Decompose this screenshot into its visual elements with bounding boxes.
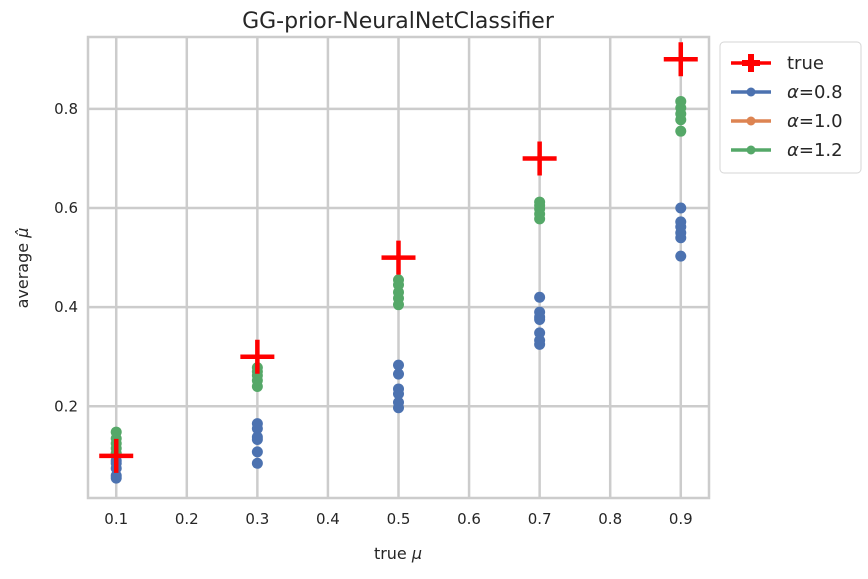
x-axis-label-symbol: μ	[411, 544, 422, 563]
x-axis-label-text: true	[374, 544, 407, 563]
y-axis-label: average μ̂	[13, 228, 32, 309]
legend-dot-marker	[746, 145, 756, 155]
data-point	[675, 250, 687, 262]
data-point	[675, 216, 687, 228]
plot-frame	[86, 35, 711, 500]
legend-label: α=1.0	[787, 111, 843, 132]
data-point	[534, 327, 546, 339]
series-0	[99, 42, 698, 473]
legend-box	[719, 41, 862, 174]
legend-item: α=1.2	[731, 140, 843, 161]
x-tick-label: 0.3	[245, 510, 269, 528]
legend-dot-marker	[746, 116, 756, 126]
legend-item: α=0.8	[731, 82, 843, 103]
legend-label: α=1.2	[787, 140, 843, 161]
x-tick-label: 0.9	[669, 510, 693, 528]
x-tick-label: 0.5	[387, 510, 411, 528]
data-point	[393, 368, 404, 380]
legend-plus-marker	[742, 54, 760, 72]
data-point	[251, 431, 263, 443]
legend-dot-marker	[746, 87, 756, 97]
data-point	[251, 446, 263, 458]
data-point	[110, 426, 122, 438]
y-tick-label: 0.4	[54, 298, 78, 316]
x-tick-label: 0.8	[598, 510, 622, 528]
x-tick-label: 0.7	[528, 510, 552, 528]
series-layer	[99, 42, 698, 484]
data-point	[393, 383, 404, 395]
y-axis-label-symbol: μ̂	[13, 228, 32, 239]
data-point	[534, 196, 546, 208]
legend: true α=0.8 α=1.0 α=1.2	[719, 41, 862, 174]
legend-item: true	[731, 53, 824, 74]
y-axis-label-text: average	[13, 243, 32, 309]
data-point	[251, 457, 263, 469]
x-tick-label: 0.2	[175, 510, 199, 528]
data-point	[675, 125, 687, 137]
data-point	[675, 202, 687, 214]
x-tick-label: 0.6	[457, 510, 481, 528]
data-point	[534, 291, 546, 303]
y-tick-label: 0.6	[54, 199, 78, 217]
chart-title: GG-prior-NeuralNetClassifier	[242, 9, 555, 34]
x-tick-label: 0.4	[316, 510, 340, 528]
series-3	[110, 95, 687, 459]
data-point	[393, 359, 404, 371]
x-tick-label: 0.1	[104, 510, 128, 528]
true-point	[381, 240, 416, 275]
y-tick-label: 0.8	[54, 100, 78, 118]
data-point	[251, 418, 263, 430]
data-point	[675, 95, 687, 107]
true-point	[240, 339, 275, 374]
true-point	[99, 438, 134, 473]
data-point	[393, 274, 404, 286]
legend-label: α=0.8	[787, 82, 843, 103]
data-point	[534, 306, 546, 318]
data-point	[393, 396, 404, 408]
y-tick-label: 0.2	[54, 397, 78, 415]
true-point	[522, 141, 557, 176]
x-axis-label: true μ	[374, 544, 422, 563]
legend-item: α=1.0	[731, 111, 843, 132]
legend-label: true	[787, 53, 824, 74]
tick-labels: 0.1 0.2 0.3 0.4 0.5 0.6 0.7 0.8 0.9 0.2 0.4 0.6 0.8	[54, 100, 693, 528]
true-point	[663, 42, 698, 77]
